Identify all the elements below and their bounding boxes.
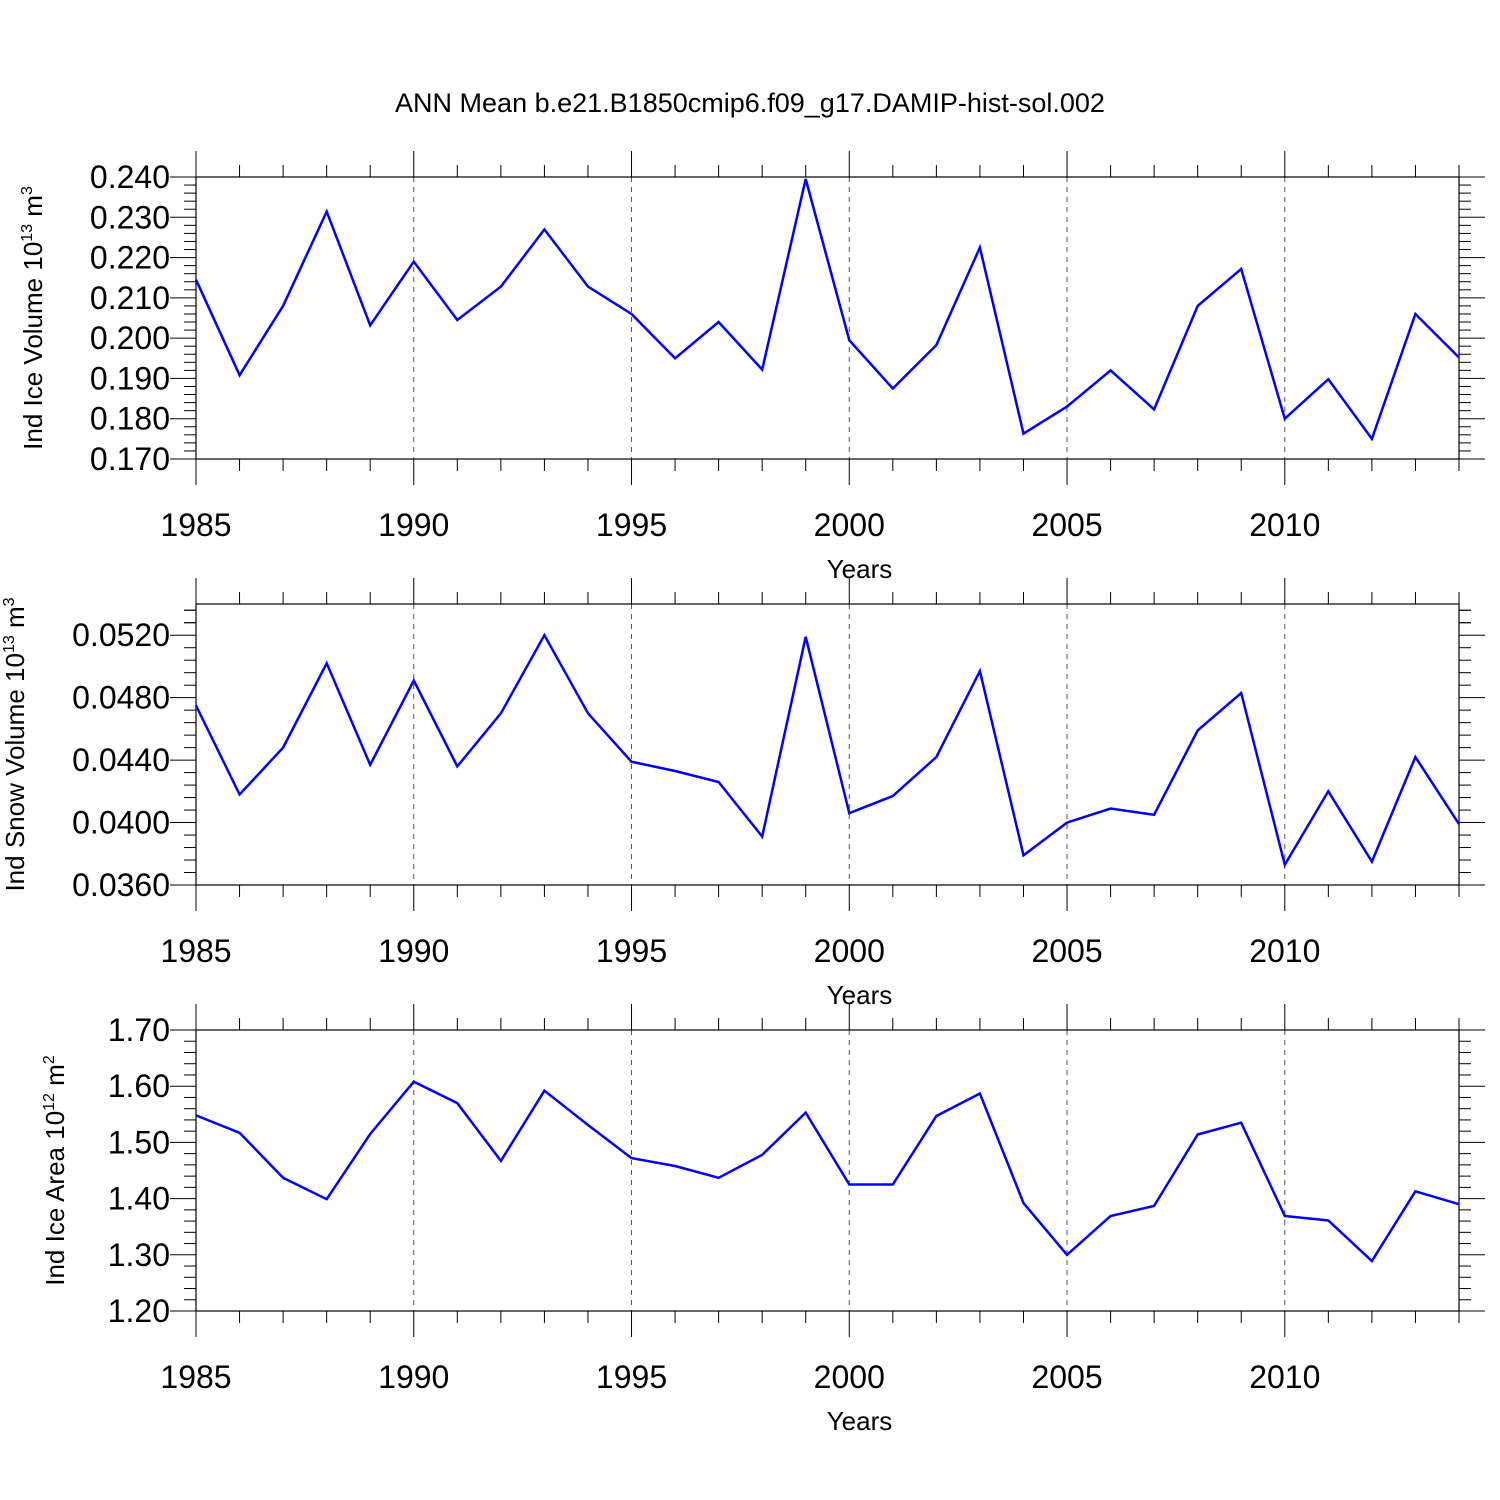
plot-frame	[195, 603, 1460, 886]
x-tick-label: 1990	[378, 507, 449, 543]
x-tick-label: 2005	[1031, 1359, 1102, 1395]
x-tick-label: 2010	[1249, 1359, 1320, 1395]
x-tick-label: 2005	[1031, 507, 1102, 543]
x-tick-label: 2010	[1249, 507, 1320, 543]
y-tick-label: 1.20	[108, 1293, 170, 1329]
plot-frame	[195, 176, 1460, 460]
x-tick-label: 1995	[596, 507, 667, 543]
chart-title: ANN Mean b.e21.B1850cmip6.f09_g17.DAMIP-…	[395, 88, 1105, 118]
x-tick-label: 1990	[378, 1359, 449, 1395]
y-tick-label: 1.50	[108, 1124, 170, 1160]
x-tick-label: 2000	[814, 933, 885, 969]
x-tick-label: 2005	[1031, 933, 1102, 969]
y-axis-label: Ind Ice Volume 1013 m3	[18, 186, 48, 450]
x-tick-label: 2000	[814, 507, 885, 543]
x-tick-label: 1990	[378, 933, 449, 969]
x-tick-label: 2010	[1249, 933, 1320, 969]
x-axis-label: Years	[827, 1406, 893, 1436]
series-line	[195, 1080, 1460, 1263]
x-tick-label: 2000	[814, 1359, 885, 1395]
y-tick-label: 0.170	[90, 441, 170, 477]
series-line	[194, 632, 1461, 868]
x-axis-label: Years	[827, 554, 893, 584]
y-tick-label: 0.200	[90, 320, 170, 356]
y-tick-label: 0.0440	[72, 742, 170, 778]
y-tick-label: 0.190	[90, 360, 170, 396]
y-tick-label: 0.210	[90, 280, 170, 316]
x-axis-label: Years	[827, 980, 893, 1010]
x-tick-label: 1995	[596, 933, 667, 969]
y-axis-label: Ind Snow Volume 1013 m3	[0, 597, 30, 891]
x-tick-label: 1985	[160, 933, 231, 969]
y-tick-label: 0.0400	[72, 805, 170, 841]
y-tick-label: 1.40	[108, 1181, 170, 1217]
y-tick-label: 0.220	[90, 240, 170, 276]
y-tick-label: 0.0480	[72, 680, 170, 716]
panel-ice-volume: 0.170 0.180 0.190 0.200 0.210 0.220 0.230 0.240…	[18, 151, 1485, 584]
y-tick-label: 0.180	[90, 401, 170, 437]
x-tick-label: 1985	[160, 1359, 231, 1395]
y-tick-label: 0.0360	[72, 867, 170, 903]
y-tick-label: 0.0520	[72, 617, 170, 653]
x-tick-label: 1985	[160, 507, 231, 543]
x-tick-label: 1995	[596, 1359, 667, 1395]
y-tick-label: 0.230	[90, 199, 170, 235]
y-tick-label: 1.30	[108, 1237, 170, 1273]
y-tick-label: 1.70	[108, 1012, 170, 1048]
panel-ice-area: 1.20 1.30 1.40 1.50 1.60 1.70 1985 1990 1995 2000…	[40, 1004, 1485, 1436]
panel-snow-volume: 0.0360 0.0400 0.0440 0.0480 0.0520 1985 1990 19…	[0, 578, 1485, 1010]
plot-frame	[195, 1029, 1460, 1312]
y-tick-label: 1.60	[108, 1068, 170, 1104]
y-tick-label: 0.240	[90, 159, 170, 195]
y-axis-label: Ind Ice Area 1012 m2	[40, 1055, 70, 1286]
series-line	[194, 178, 1460, 442]
